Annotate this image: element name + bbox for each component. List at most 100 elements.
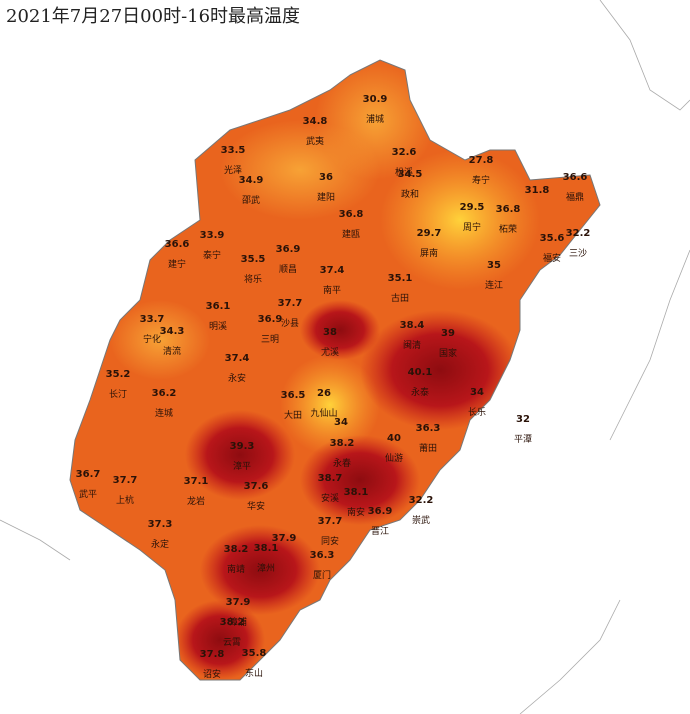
station-temp: 26 — [317, 388, 331, 399]
station-temp: 38.2 — [220, 617, 245, 628]
station-name: 莆田 — [419, 442, 437, 454]
station-temp: 37.1 — [184, 476, 209, 487]
station-name: 国家 — [439, 347, 457, 359]
station-name: 周宁 — [463, 221, 481, 233]
station-temp: 29.5 — [460, 202, 485, 213]
station-name: 三沙 — [569, 248, 587, 259]
station-name: 安溪 — [321, 492, 339, 504]
station-name: 古田 — [391, 292, 409, 304]
station-temp: 37.9 — [226, 597, 251, 608]
station-temp: 36.7 — [76, 469, 101, 480]
station-temp: 36.2 — [152, 388, 177, 399]
station-name: 建瓯 — [342, 228, 360, 240]
station-name: 崇武 — [412, 514, 430, 526]
station-name: 福安 — [543, 252, 561, 264]
station-temp: 31.8 — [525, 185, 550, 196]
station-temp: 36.3 — [310, 550, 335, 561]
station-temp: 38.2 — [330, 438, 355, 449]
station-name: 厦门 — [313, 569, 331, 581]
station-name: 将乐 — [244, 273, 262, 285]
station-name: 漳浦 — [229, 616, 247, 628]
station-name: 连城 — [155, 407, 173, 419]
station-name: 建宁 — [168, 258, 186, 270]
station-temp: 34 — [470, 387, 484, 398]
station-temp: 35.8 — [242, 648, 267, 659]
station-temp: 32.6 — [392, 147, 417, 158]
station-name: 漳平 — [233, 460, 251, 472]
station-temp: 38.1 — [344, 487, 369, 498]
station-temp: 37.7 — [113, 475, 138, 486]
station-name: 永定 — [151, 538, 169, 550]
station-temp: 36.1 — [206, 301, 231, 312]
station-name: 顺昌 — [279, 264, 297, 275]
station-temp: 34.9 — [239, 175, 264, 186]
station-name: 尤溪 — [321, 346, 339, 358]
station-temp: 36.6 — [165, 239, 190, 250]
station-temp: 37.3 — [148, 519, 173, 530]
title: 2021年7月27日00时-16时最高温度 — [6, 6, 300, 27]
station-temp: 36.5 — [281, 390, 306, 401]
station-name: 泰宁 — [203, 249, 221, 261]
station-temp: 38 — [323, 327, 337, 338]
station-temp: 38.4 — [400, 320, 425, 331]
station-name: 诏安 — [203, 668, 221, 680]
station-name: 平潭 — [514, 434, 532, 445]
station-temp: 35.6 — [540, 233, 565, 244]
station-temp: 36.9 — [368, 506, 393, 517]
station-name: 东山 — [245, 667, 263, 679]
station-temp: 34.5 — [398, 169, 423, 180]
station-temp: 39 — [441, 328, 455, 339]
station-name: 柘荣 — [499, 223, 517, 235]
station-name: 龙岩 — [187, 495, 205, 507]
station-temp: 37.4 — [225, 353, 250, 364]
station-name: 南安 — [347, 506, 365, 518]
station-temp: 36 — [319, 172, 333, 183]
station-name: 同安 — [321, 535, 339, 547]
station-temp: 34.8 — [303, 116, 328, 127]
station-temp: 30.9 — [363, 94, 388, 105]
station-name: 漳州 — [257, 562, 275, 574]
station-name: 云霄 — [223, 637, 241, 648]
station-name: 永春 — [333, 457, 351, 469]
station-temp: 37.6 — [244, 481, 269, 492]
station-temp: 29.7 — [417, 228, 442, 239]
station-name: 连江 — [485, 279, 503, 291]
station-temp: 37.9 — [272, 533, 297, 544]
station-temp: 36.8 — [496, 204, 521, 215]
station-temp: 35.5 — [241, 254, 266, 265]
station-temp: 39.3 — [230, 441, 255, 452]
station-temp: 36.9 — [258, 314, 283, 325]
station-temp: 36.6 — [563, 172, 588, 183]
station-name: 九仙山 — [310, 407, 337, 419]
station-name: 光泽 — [224, 164, 242, 176]
station-temp: 33.5 — [221, 145, 246, 156]
station-temp: 35 — [487, 260, 501, 271]
station-name: 南平 — [323, 284, 341, 296]
station-temp: 37.8 — [200, 649, 225, 660]
station-name: 寿宁 — [472, 174, 490, 186]
station-temp: 35.1 — [388, 273, 413, 284]
station-name: 上杭 — [116, 494, 134, 506]
station-name: 三明 — [261, 334, 279, 345]
station-temp: 36.8 — [339, 209, 364, 220]
station-name: 武平 — [79, 488, 97, 500]
station-temp: 36.3 — [416, 423, 441, 434]
station-name: 建阳 — [317, 191, 335, 203]
station-name: 邵武 — [242, 194, 260, 206]
station-name: 长汀 — [109, 388, 127, 400]
station-name: 晋江 — [371, 526, 389, 537]
station-temp: 33.9 — [200, 230, 225, 241]
station-temp: 37.7 — [318, 516, 343, 527]
station-name: 长乐 — [468, 406, 486, 418]
station-temp: 36.9 — [276, 244, 301, 255]
station-name: 沙县 — [281, 318, 299, 329]
station-name: 政和 — [401, 188, 419, 200]
station-temp: 40 — [387, 433, 401, 444]
station-name: 松溪 — [395, 166, 413, 178]
station-name: 仙游 — [385, 452, 403, 464]
station-temp: 32 — [516, 414, 530, 425]
station-temp: 38.2 — [224, 544, 249, 555]
station-name: 屏南 — [420, 247, 438, 259]
